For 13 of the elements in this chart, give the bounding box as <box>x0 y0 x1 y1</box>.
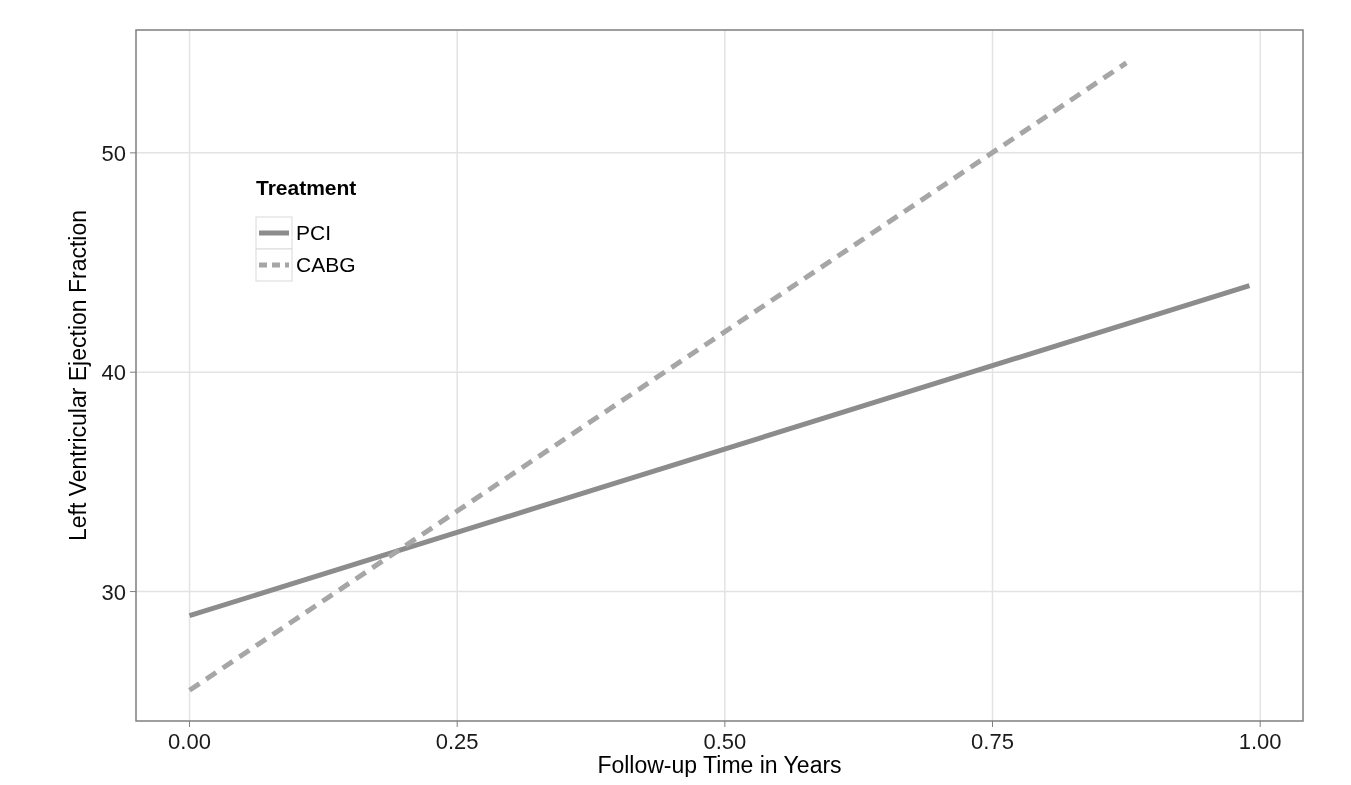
y-tick-label: 50 <box>101 140 126 166</box>
legend-label: CABG <box>296 253 356 276</box>
y-tick-label: 40 <box>101 360 126 386</box>
legend-label: PCI <box>296 221 332 244</box>
x-tick-label: 0.25 <box>435 729 479 754</box>
x-tick-label: 0.50 <box>703 729 747 754</box>
x-tick-label: 0.75 <box>971 729 1014 754</box>
y-axis-title: Left Ventricular Ejection Fraction <box>65 209 91 542</box>
legend-title: Treatment <box>256 176 357 199</box>
y-tick-label: 30 <box>101 579 126 605</box>
x-axis-title: Follow-up Time in Years <box>597 752 842 778</box>
x-tick-label: 1.00 <box>1238 729 1282 754</box>
x-tick-label: 0.00 <box>168 729 211 754</box>
